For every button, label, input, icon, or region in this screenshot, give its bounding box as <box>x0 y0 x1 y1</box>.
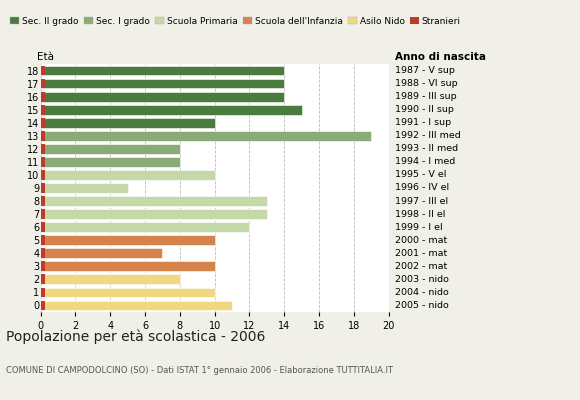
Bar <box>41 248 162 258</box>
Bar <box>41 209 45 219</box>
Bar <box>41 183 45 193</box>
Text: Popolazione per età scolastica - 2006: Popolazione per età scolastica - 2006 <box>6 330 265 344</box>
Text: 1997 - III el: 1997 - III el <box>395 196 448 206</box>
Text: COMUNE DI CAMPODOLCINO (SO) - Dati ISTAT 1° gennaio 2006 - Elaborazione TUTTITAL: COMUNE DI CAMPODOLCINO (SO) - Dati ISTAT… <box>6 366 393 375</box>
Text: 2004 - nido: 2004 - nido <box>395 288 449 297</box>
Bar <box>41 300 232 310</box>
Bar <box>41 262 45 271</box>
Bar <box>41 79 284 88</box>
Text: 1988 - VI sup: 1988 - VI sup <box>395 79 458 88</box>
Bar <box>41 274 45 284</box>
Bar <box>41 183 128 193</box>
Text: 1991 - I sup: 1991 - I sup <box>395 118 451 127</box>
Bar <box>41 196 45 206</box>
Text: 2002 - mat: 2002 - mat <box>395 262 447 271</box>
Bar <box>41 131 45 141</box>
Bar <box>41 92 45 102</box>
Bar <box>41 66 45 76</box>
Text: 1994 - I med: 1994 - I med <box>395 157 455 166</box>
Text: 1995 - V el: 1995 - V el <box>395 170 447 180</box>
Text: 1996 - IV el: 1996 - IV el <box>395 184 450 192</box>
Bar <box>41 262 215 271</box>
Bar <box>41 196 267 206</box>
Bar <box>41 144 45 154</box>
Bar <box>41 209 267 219</box>
Text: 2005 - nido: 2005 - nido <box>395 301 449 310</box>
Bar <box>41 222 249 232</box>
Bar <box>41 105 45 114</box>
Bar <box>41 248 45 258</box>
Bar <box>41 170 45 180</box>
Text: 1987 - V sup: 1987 - V sup <box>395 66 455 75</box>
Bar <box>41 92 284 102</box>
Text: 1992 - III med: 1992 - III med <box>395 131 461 140</box>
Text: Anno di nascita: Anno di nascita <box>395 52 486 62</box>
Bar <box>41 157 45 167</box>
Bar <box>41 222 45 232</box>
Text: 2000 - mat: 2000 - mat <box>395 236 447 245</box>
Bar <box>41 157 180 167</box>
Bar <box>41 79 45 88</box>
Bar <box>41 274 180 284</box>
Text: Età: Età <box>37 52 54 62</box>
Bar <box>41 288 215 297</box>
Text: 1999 - I el: 1999 - I el <box>395 223 443 232</box>
Bar <box>41 300 45 310</box>
Bar <box>41 131 371 141</box>
Bar <box>41 66 284 76</box>
Bar <box>41 288 45 297</box>
Bar <box>41 105 302 114</box>
Bar <box>41 235 45 245</box>
Text: 1990 - II sup: 1990 - II sup <box>395 105 454 114</box>
Bar <box>41 170 215 180</box>
Bar <box>41 144 180 154</box>
Bar <box>41 235 215 245</box>
Text: 2001 - mat: 2001 - mat <box>395 249 447 258</box>
Text: 1989 - III sup: 1989 - III sup <box>395 92 457 101</box>
Text: 2003 - nido: 2003 - nido <box>395 275 449 284</box>
Text: 1998 - II el: 1998 - II el <box>395 210 445 219</box>
Text: 1993 - II med: 1993 - II med <box>395 144 458 153</box>
Bar <box>41 118 45 128</box>
Legend: Sec. II grado, Sec. I grado, Scuola Primaria, Scuola dell'Infanzia, Asilo Nido, : Sec. II grado, Sec. I grado, Scuola Prim… <box>10 16 461 26</box>
Bar <box>41 118 215 128</box>
